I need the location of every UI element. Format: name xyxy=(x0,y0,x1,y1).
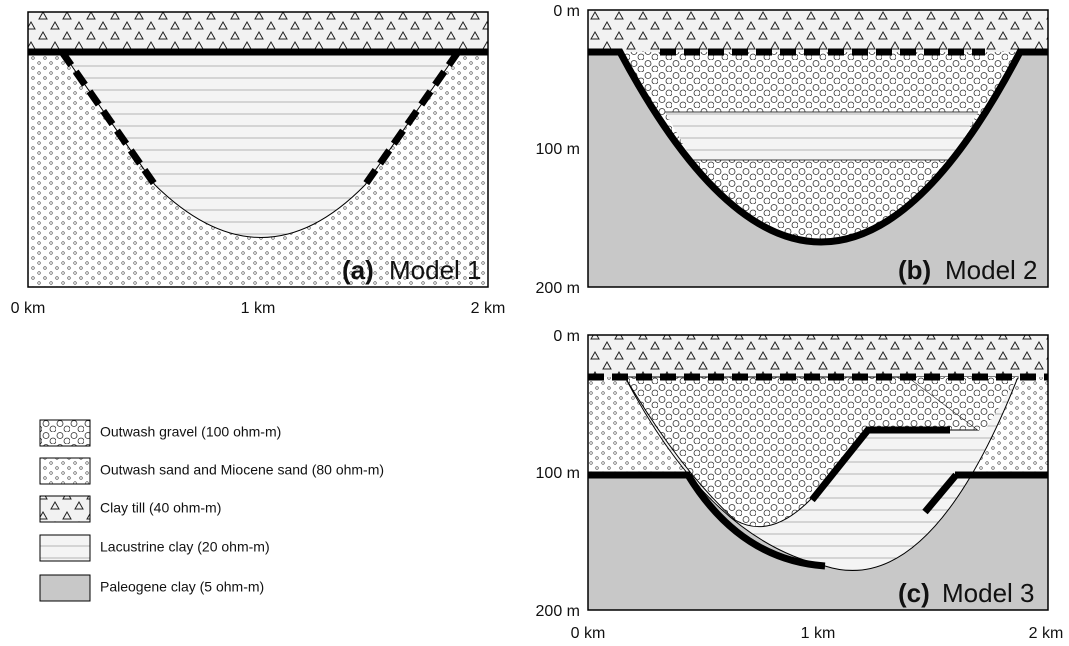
panel-title: Model 3 xyxy=(942,578,1035,608)
panel-b xyxy=(588,10,1048,287)
x-label: 2 km xyxy=(471,300,506,317)
legend-label: Paleogene clay (5 ohm-m) xyxy=(100,579,264,595)
y-label: 200 m xyxy=(536,603,580,620)
legend-swatch xyxy=(40,458,90,484)
legend: Outwash gravel (100 ohm-m) Outwash sand … xyxy=(40,420,384,601)
legend-label: Outwash sand and Miocene sand (80 ohm-m) xyxy=(100,462,384,478)
legend-swatch xyxy=(40,496,90,522)
x-label: 0 km xyxy=(11,300,46,317)
legend-label: Outwash gravel (100 ohm-m) xyxy=(100,424,281,440)
legend-label: Clay till (40 ohm-m) xyxy=(100,500,221,516)
x-label: 1 km xyxy=(801,625,836,642)
x-label: 2 km xyxy=(1029,625,1064,642)
panel-title: Model 2 xyxy=(945,255,1038,285)
panel-c xyxy=(588,335,1048,610)
y-label: 0 m xyxy=(553,328,580,345)
x-label: 0 km xyxy=(571,625,606,642)
legend-label: Lacustrine clay (20 ohm-m) xyxy=(100,539,270,555)
y-label: 100 m xyxy=(536,465,580,482)
legend-swatch xyxy=(40,420,90,446)
panel-title: Model 1 xyxy=(389,255,482,285)
legend-swatch xyxy=(40,575,90,601)
panel-a xyxy=(28,12,488,287)
panel-label: (b) xyxy=(898,255,931,285)
x-label: 1 km xyxy=(241,300,276,317)
figure: (a) Model 1 0 km 1 km 2 km (b) Model 2 0… xyxy=(0,0,1069,646)
y-label: 0 m xyxy=(553,3,580,20)
panel-label: (c) xyxy=(898,578,930,608)
y-label: 200 m xyxy=(536,280,580,297)
legend-swatch xyxy=(40,535,90,561)
panel-label: (a) xyxy=(342,255,374,285)
y-label: 100 m xyxy=(536,141,580,158)
